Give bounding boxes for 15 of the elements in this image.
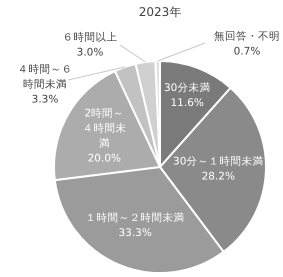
- chart-title: 2023年: [138, 5, 182, 20]
- slice-label: 30分～１時間未満: [173, 154, 264, 168]
- data-label: 28.2%: [202, 170, 235, 183]
- slice-label: ４時間～６時間未満: [18, 62, 72, 91]
- data-label: 20.0%: [88, 152, 121, 165]
- data-label: 33.3%: [118, 226, 152, 239]
- slice-label: 30分未満: [164, 80, 210, 94]
- data-label: 3.3%: [32, 94, 58, 106]
- data-label: 3.0%: [76, 46, 104, 59]
- slice-label: 無回答・不明: [214, 30, 280, 43]
- slice-label: 2時間～４時間未満: [82, 106, 126, 150]
- data-label: 11.6%: [170, 96, 204, 109]
- data-label: 0.7%: [234, 46, 260, 58]
- slice-label: １時間～２時間未満: [86, 210, 185, 224]
- slice-label: ６時間以上: [62, 30, 118, 44]
